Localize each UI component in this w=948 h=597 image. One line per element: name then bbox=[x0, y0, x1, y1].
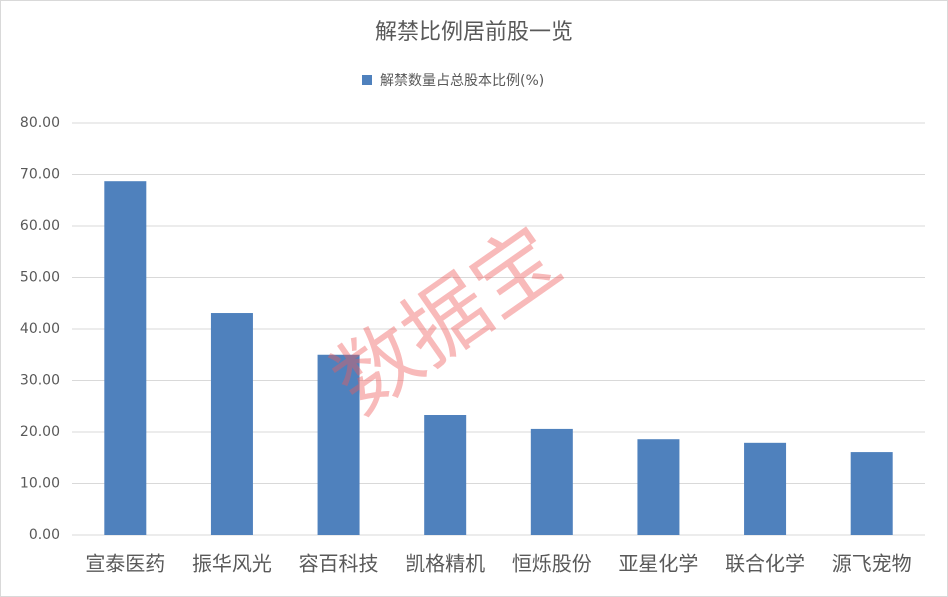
bar bbox=[850, 452, 893, 535]
y-tick-label: 20.00 bbox=[20, 424, 60, 440]
y-tick-label: 80.00 bbox=[20, 115, 60, 131]
chart-title: 解禁比例居前股一览 bbox=[375, 20, 573, 45]
x-tick-label: 容百科技 bbox=[299, 552, 379, 576]
x-tick-label: 亚星化学 bbox=[618, 552, 698, 576]
y-tick-label: 40.00 bbox=[20, 321, 60, 337]
y-tick-label: 60.00 bbox=[20, 218, 60, 234]
bar bbox=[637, 439, 680, 535]
x-tick-label: 凯格精机 bbox=[405, 552, 485, 576]
y-tick-label: 0.00 bbox=[29, 527, 60, 543]
bar bbox=[317, 354, 360, 535]
x-tick-label: 源飞宠物 bbox=[832, 552, 912, 576]
y-tick-label: 50.00 bbox=[20, 270, 60, 286]
y-tick-label: 10.00 bbox=[20, 476, 60, 492]
x-tick-label: 宣泰医药 bbox=[85, 552, 165, 576]
y-tick-label: 70.00 bbox=[20, 167, 60, 183]
x-tick-label: 联合化学 bbox=[725, 552, 805, 576]
legend-swatch bbox=[362, 75, 372, 85]
bar bbox=[744, 442, 787, 535]
y-tick-label: 30.00 bbox=[20, 373, 60, 389]
bar bbox=[530, 428, 573, 535]
x-tick-label: 振华风光 bbox=[192, 552, 272, 576]
legend-label: 解禁数量占总股本比例(%) bbox=[380, 73, 544, 89]
bar bbox=[424, 415, 467, 535]
x-tick-label: 恒烁股份 bbox=[512, 552, 592, 576]
bar bbox=[104, 181, 147, 535]
bar bbox=[210, 313, 253, 535]
